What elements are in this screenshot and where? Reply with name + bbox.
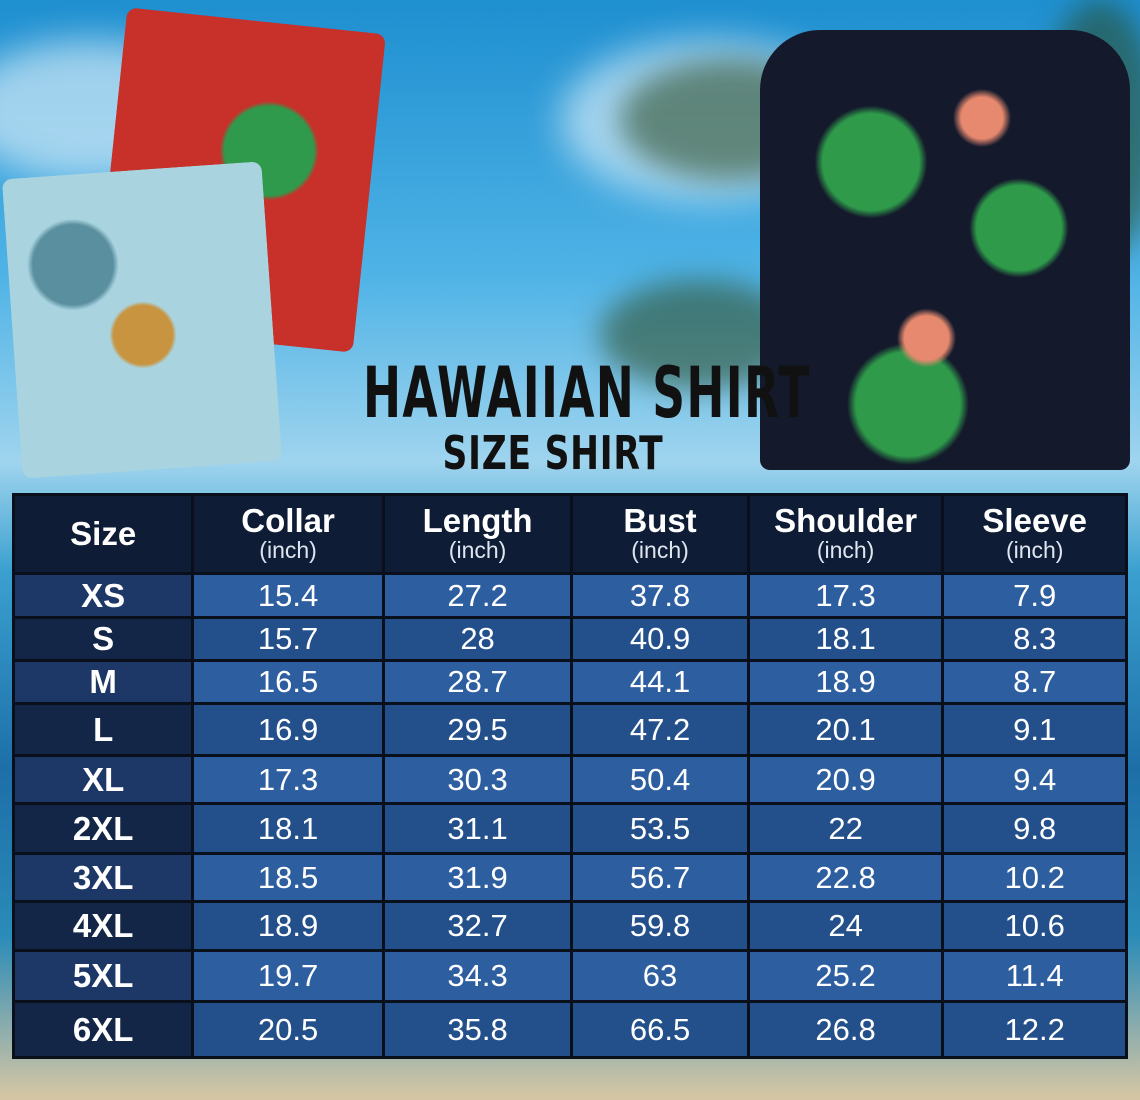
measurement-cell: 9.8 [941, 802, 1128, 855]
size-cell: XL [11, 754, 195, 805]
measurement-cell: 19.7 [191, 949, 385, 1003]
column-header-collar: Collar (inch) [191, 493, 385, 575]
measurement-cell: 26.8 [746, 1000, 945, 1059]
measurement-cell: 8.7 [941, 659, 1128, 705]
measurement-cell: 22 [746, 802, 945, 855]
measurement-cell: 10.2 [941, 852, 1128, 903]
measurement-cell: 28 [381, 616, 574, 662]
column-unit: (inch) [259, 537, 317, 563]
measurement-cell: 63 [570, 949, 750, 1003]
blue-shirt-image [1, 161, 283, 479]
column-header-sleeve: Sleeve (inch) [941, 493, 1128, 575]
column-header-size: Size [11, 493, 195, 575]
table-row: XS 15.4 27.2 37.8 17.3 7.9 [11, 572, 1128, 619]
measurement-cell: 47.2 [570, 702, 750, 757]
column-unit: (inch) [448, 537, 507, 563]
measurement-cell: 15.7 [191, 616, 385, 662]
column-unit: (inch) [1005, 537, 1064, 563]
measurement-cell: 11.4 [941, 949, 1128, 1003]
measurement-cell: 22.8 [746, 852, 945, 903]
measurement-cell: 30.3 [381, 754, 574, 805]
column-label: Shoulder [774, 502, 918, 539]
size-cell: 2XL [11, 802, 195, 855]
table-row: S 15.7 28 40.9 18.1 8.3 [11, 616, 1128, 662]
column-label: Length [422, 502, 533, 539]
measurement-cell: 7.9 [941, 572, 1128, 619]
table-row: 5XL 19.7 34.3 63 25.2 11.4 [11, 949, 1128, 1003]
size-cell: L [11, 702, 195, 757]
measurement-cell: 10.6 [941, 900, 1128, 952]
title: HAWAIIAN SHIRT [363, 352, 811, 434]
model-flamingo-shirt-image [760, 30, 1130, 470]
size-cell: 5XL [11, 949, 195, 1003]
measurement-cell: 20.5 [191, 1000, 385, 1059]
measurement-cell: 31.9 [381, 852, 574, 903]
measurement-cell: 59.8 [570, 900, 750, 952]
table-row: 6XL 20.5 35.8 66.5 26.8 12.2 [11, 1000, 1128, 1059]
size-cell: 3XL [11, 852, 195, 903]
measurement-cell: 18.9 [746, 659, 945, 705]
size-cell: M [11, 659, 195, 705]
measurement-cell: 34.3 [381, 949, 574, 1003]
measurement-cell: 28.7 [381, 659, 574, 705]
measurement-cell: 18.5 [191, 852, 385, 903]
measurement-cell: 37.8 [570, 572, 750, 619]
measurement-cell: 44.1 [570, 659, 750, 705]
measurement-cell: 35.8 [381, 1000, 574, 1059]
column-label: Collar [241, 502, 335, 539]
table-row: M 16.5 28.7 44.1 18.9 8.7 [11, 659, 1128, 705]
column-header-shoulder: Shoulder (inch) [746, 493, 945, 575]
column-label: Size [70, 515, 137, 552]
measurement-cell: 17.3 [746, 572, 945, 619]
measurement-cell: 16.9 [191, 702, 385, 757]
measurement-cell: 25.2 [746, 949, 945, 1003]
measurement-cell: 8.3 [941, 616, 1128, 662]
table-row: 3XL 18.5 31.9 56.7 22.8 10.2 [11, 852, 1128, 903]
column-header-bust: Bust (inch) [570, 493, 750, 575]
column-label: Sleeve [982, 502, 1087, 539]
size-cell: 4XL [11, 900, 195, 952]
column-header-length: Length (inch) [381, 493, 574, 575]
column-unit: (inch) [631, 537, 689, 563]
table-row: L 16.9 29.5 47.2 20.1 9.1 [11, 702, 1128, 757]
measurement-cell: 17.3 [191, 754, 385, 805]
measurement-cell: 18.1 [191, 802, 385, 855]
measurement-cell: 40.9 [570, 616, 750, 662]
measurement-cell: 15.4 [191, 572, 385, 619]
measurement-cell: 53.5 [570, 802, 750, 855]
size-cell: 6XL [11, 1000, 195, 1059]
measurement-cell: 20.9 [746, 754, 945, 805]
column-label: Bust [623, 502, 697, 539]
table-row: 4XL 18.9 32.7 59.8 24 10.6 [11, 900, 1128, 952]
measurement-cell: 12.2 [941, 1000, 1128, 1059]
header-row: Size Collar (inch) Length (inch) Bust (inch) Sh… [11, 493, 1128, 575]
measurement-cell: 50.4 [570, 754, 750, 805]
column-unit: (inch) [816, 537, 875, 563]
measurement-cell: 31.1 [381, 802, 574, 855]
size-cell: XS [11, 572, 195, 619]
measurement-cell: 20.1 [746, 702, 945, 757]
measurement-cell: 24 [746, 900, 945, 952]
measurement-cell: 16.5 [191, 659, 385, 705]
measurement-cell: 29.5 [381, 702, 574, 757]
table-row: XL 17.3 30.3 50.4 20.9 9.4 [11, 754, 1128, 805]
measurement-cell: 18.9 [191, 900, 385, 952]
measurement-cell: 32.7 [381, 900, 574, 952]
measurement-cell: 27.2 [381, 572, 574, 619]
measurement-cell: 9.4 [941, 754, 1128, 805]
size-cell: S [11, 616, 195, 662]
subtitle: SIZE SHIRT [442, 426, 664, 480]
table-row: 2XL 18.1 31.1 53.5 22 9.8 [11, 802, 1128, 855]
size-chart-table: Size Collar (inch) Length (inch) Bust (inch) Sh… [11, 493, 1128, 1059]
measurement-cell: 18.1 [746, 616, 945, 662]
measurement-cell: 56.7 [570, 852, 750, 903]
measurement-cell: 9.1 [941, 702, 1128, 757]
measurement-cell: 66.5 [570, 1000, 750, 1059]
